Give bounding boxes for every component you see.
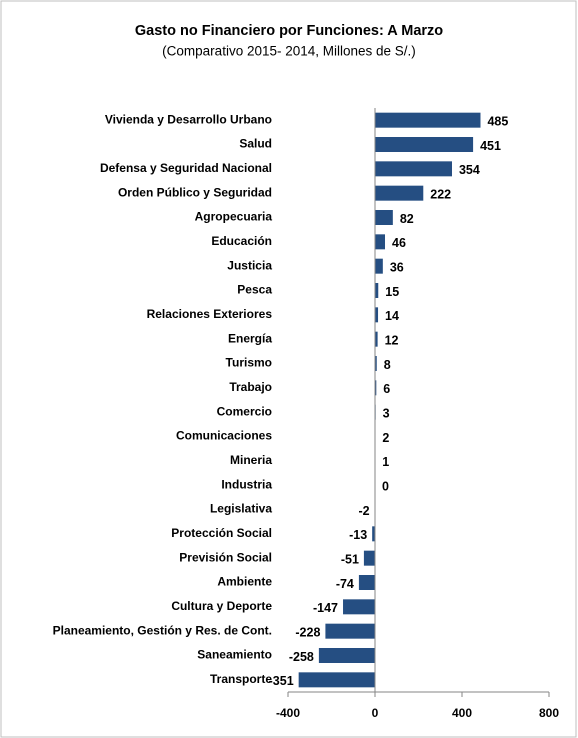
value-label: 354 bbox=[459, 163, 480, 177]
y-tick-label: Pesca bbox=[237, 283, 272, 297]
value-label: 12 bbox=[385, 333, 399, 347]
y-tick-label: Legislativa bbox=[210, 502, 272, 516]
bar bbox=[375, 307, 379, 323]
bar bbox=[372, 526, 375, 542]
value-label: 3 bbox=[383, 406, 390, 420]
y-tick-label: Educación bbox=[211, 234, 272, 248]
y-tick-label: Defensa y Seguridad Nacional bbox=[100, 161, 272, 175]
value-label: -51 bbox=[341, 552, 359, 566]
y-tick-label: Energía bbox=[228, 331, 272, 345]
y-tick-label: Turismo bbox=[226, 356, 272, 370]
value-label: -228 bbox=[295, 625, 320, 639]
y-tick-label: Industria bbox=[221, 477, 272, 491]
y-tick-label: Cultura y Deporte bbox=[171, 599, 272, 613]
bar bbox=[318, 648, 375, 663]
y-tick-label: Relaciones Exteriores bbox=[147, 307, 273, 321]
value-label: 36 bbox=[390, 260, 404, 274]
value-label: 2 bbox=[382, 431, 389, 445]
x-tick-label: 0 bbox=[372, 706, 379, 720]
bar bbox=[375, 137, 474, 152]
value-label: -351 bbox=[269, 674, 294, 688]
y-tick-label: Justicia bbox=[227, 258, 272, 272]
y-tick-label: Mineria bbox=[230, 453, 272, 467]
value-label: -147 bbox=[313, 601, 338, 615]
y-tick-label: Trabajo bbox=[229, 380, 272, 394]
y-tick-label: Orden Público y Seguridad bbox=[118, 185, 272, 199]
bar bbox=[375, 112, 481, 128]
y-tick-label: Previsión Social bbox=[179, 550, 272, 564]
y-tick-label: Salud bbox=[239, 137, 272, 151]
value-label: 46 bbox=[392, 236, 406, 250]
y-tick-label: Comercio bbox=[217, 404, 272, 418]
x-tick-label: 800 bbox=[539, 706, 559, 720]
bar bbox=[375, 380, 377, 396]
bar bbox=[375, 210, 393, 225]
bar bbox=[375, 331, 378, 347]
value-label: 485 bbox=[487, 114, 508, 128]
value-label: 82 bbox=[400, 212, 414, 226]
chart-title: Gasto no Financiero por Funciones: A Mar… bbox=[135, 23, 443, 39]
x-tick-label: -400 bbox=[276, 706, 300, 720]
bar bbox=[375, 161, 452, 177]
value-label: 14 bbox=[385, 309, 399, 323]
value-label: -258 bbox=[289, 650, 314, 664]
bar bbox=[298, 672, 375, 688]
y-tick-label: Agropecuaria bbox=[195, 210, 273, 224]
bar bbox=[375, 185, 424, 201]
bar bbox=[375, 356, 377, 371]
y-tick-label: Comunicaciones bbox=[176, 429, 272, 443]
value-label: 451 bbox=[480, 139, 501, 153]
y-tick-label: Protección Social bbox=[171, 526, 272, 540]
value-label: 15 bbox=[385, 285, 399, 299]
value-label: -13 bbox=[349, 528, 367, 542]
y-tick-label: Transporte bbox=[210, 672, 272, 686]
bar bbox=[325, 623, 375, 639]
chart-subtitle: (Comparativo 2015- 2014, Millones de S/.… bbox=[162, 44, 416, 59]
y-tick-label: Saneamiento bbox=[197, 648, 272, 662]
value-label: 222 bbox=[430, 187, 451, 201]
bar bbox=[343, 599, 375, 615]
y-tick-label: Vivienda y Desarrollo Urbano bbox=[105, 112, 272, 126]
bar bbox=[358, 575, 375, 590]
value-label: 6 bbox=[383, 382, 390, 396]
bar bbox=[375, 258, 383, 274]
bar bbox=[375, 283, 379, 298]
value-label: 8 bbox=[384, 358, 391, 372]
bar bbox=[375, 234, 386, 250]
x-tick-label: 400 bbox=[452, 706, 472, 720]
value-label: 1 bbox=[382, 455, 389, 469]
value-label: 0 bbox=[382, 479, 389, 493]
y-tick-label: Planeamiento, Gestión y Res. de Cont. bbox=[53, 623, 272, 637]
bar bbox=[363, 550, 375, 566]
y-tick-label: Ambiente bbox=[217, 575, 272, 589]
value-label: -2 bbox=[358, 504, 369, 518]
value-label: -74 bbox=[336, 577, 354, 591]
